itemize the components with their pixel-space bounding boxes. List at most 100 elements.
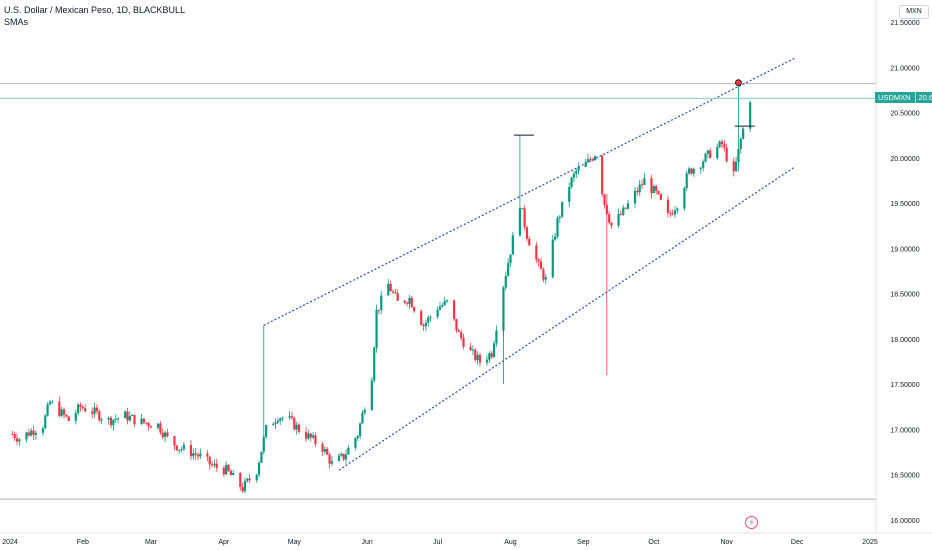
candle-body xyxy=(551,239,554,278)
candle-body xyxy=(558,216,561,218)
candle-body xyxy=(304,431,308,439)
candle-body xyxy=(734,161,738,172)
candle-body xyxy=(704,153,707,162)
candle-body xyxy=(359,423,362,437)
candle-body xyxy=(62,409,66,415)
candle-body xyxy=(213,463,216,466)
candle-body xyxy=(98,411,101,421)
candle-body xyxy=(199,453,202,457)
y-tick-label: 16.50000 xyxy=(890,473,919,480)
candle-body xyxy=(389,283,392,292)
candle-body xyxy=(474,349,477,360)
candle-body xyxy=(749,102,752,129)
channel-upper-line xyxy=(263,57,796,326)
candle-body xyxy=(636,190,639,193)
candle-body xyxy=(457,330,460,332)
candle-body xyxy=(67,416,70,421)
candle-body xyxy=(568,186,571,202)
candle-body xyxy=(673,210,677,215)
candle-body xyxy=(495,330,498,344)
candle-body xyxy=(354,438,357,448)
candle-body xyxy=(424,322,428,327)
candle-body xyxy=(438,306,442,310)
candle-body xyxy=(539,261,543,270)
candle-body xyxy=(577,166,580,171)
candle-body xyxy=(74,413,77,421)
candle-body xyxy=(671,213,674,215)
candle-body xyxy=(46,404,49,416)
candle-body xyxy=(215,463,218,468)
candle-body xyxy=(344,454,348,460)
candle-body xyxy=(511,235,514,255)
candle-body xyxy=(34,432,37,435)
candle-body xyxy=(257,462,261,475)
x-tick-label: Jun xyxy=(362,539,373,546)
candle-body xyxy=(420,311,423,326)
candle-body xyxy=(60,409,63,416)
candle-body xyxy=(276,420,279,423)
candle-body xyxy=(307,433,310,439)
candle-body xyxy=(178,449,181,451)
marker-circle xyxy=(735,79,742,87)
candle-body xyxy=(462,338,465,347)
candle-body xyxy=(692,168,695,174)
candle-body xyxy=(633,190,637,204)
candle-body xyxy=(265,425,268,438)
candle-body xyxy=(44,415,47,429)
candle-body xyxy=(640,184,644,186)
candle-body xyxy=(116,418,120,420)
x-tick-label: Apr xyxy=(218,539,230,546)
candle-body xyxy=(638,184,641,193)
candle-body xyxy=(208,456,211,465)
y-tick-label: 21.00000 xyxy=(890,65,919,72)
candle-body xyxy=(718,141,721,147)
indicator-label[interactable]: SMAs xyxy=(4,17,29,27)
candle-body xyxy=(535,245,538,260)
candle-body xyxy=(142,418,146,423)
candle-body xyxy=(222,467,225,475)
candle-body xyxy=(525,227,529,239)
candle-body xyxy=(295,424,298,430)
x-tick-label: 2024 xyxy=(2,539,18,546)
time-axis: 2024 Feb Mar Apr May Jun Jul Aug Sep Oct Nov Dec 202… xyxy=(2,539,878,546)
candle-body xyxy=(32,430,35,435)
candle-body xyxy=(572,173,576,178)
candle-body xyxy=(575,170,578,174)
candle-body xyxy=(528,238,531,246)
candle-body xyxy=(716,146,719,158)
candle-body xyxy=(408,297,411,304)
candle-body xyxy=(443,300,446,305)
candle-body xyxy=(18,439,21,442)
candle-body xyxy=(239,472,242,487)
candle-body xyxy=(523,208,526,228)
candles xyxy=(11,85,752,494)
y-tick-label: 18.50000 xyxy=(890,292,919,299)
candle-body xyxy=(377,309,381,311)
candle-body xyxy=(248,478,251,481)
lightning-icon[interactable]: ⚡︎ xyxy=(745,516,758,529)
candle-body xyxy=(471,349,474,351)
candle-body xyxy=(657,190,660,195)
candle-body xyxy=(255,474,258,481)
y-tick-label: 20.00000 xyxy=(890,156,919,163)
x-tick-label: Feb xyxy=(77,539,89,546)
candle-body xyxy=(406,302,409,304)
candle-body xyxy=(93,407,96,414)
candle-body xyxy=(107,417,110,420)
candle-body xyxy=(109,417,113,426)
candle-body xyxy=(652,186,655,193)
candle-body xyxy=(25,432,28,440)
candle-body xyxy=(655,186,658,191)
candle-body xyxy=(243,480,247,492)
candle-body xyxy=(328,454,331,464)
currency-tag[interactable]: MXN xyxy=(899,5,929,19)
y-tick-label: 20.50000 xyxy=(890,111,919,118)
candle-body xyxy=(95,407,99,412)
candle-body xyxy=(709,150,712,158)
candle-body xyxy=(84,408,87,412)
candle-body xyxy=(666,199,670,213)
candle-body xyxy=(706,150,709,154)
candle-body xyxy=(51,401,54,403)
